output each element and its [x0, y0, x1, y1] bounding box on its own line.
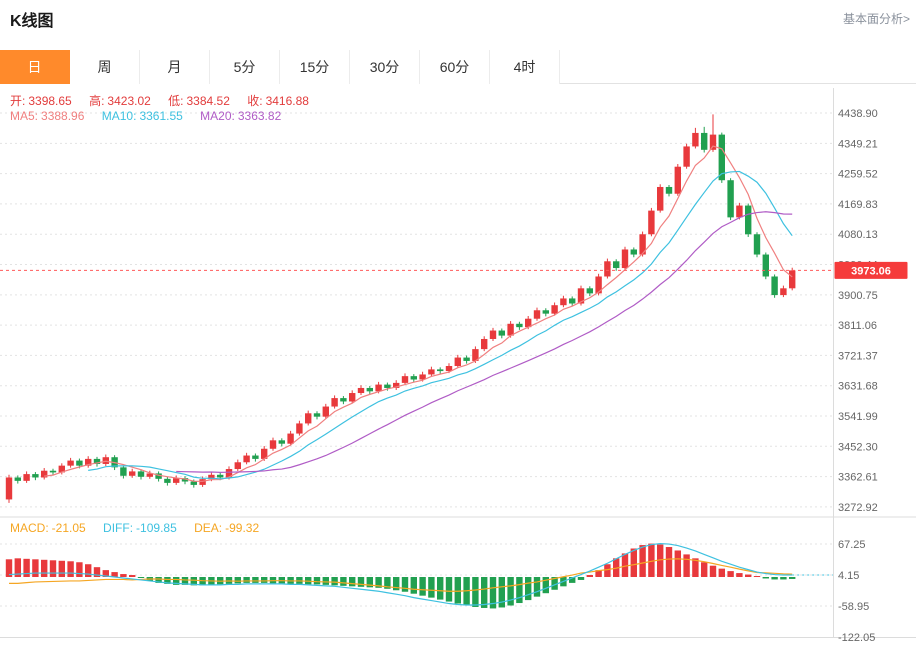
period-tab-5[interactable]: 15分 [280, 50, 350, 84]
svg-text:-122.05: -122.05 [838, 632, 875, 644]
panel-borders [0, 88, 916, 638]
svg-text:4169.83: 4169.83 [838, 199, 878, 211]
period-tabs: 日周月 5分 15分 30分 60分 4时 [0, 50, 916, 84]
period-tab-2[interactable]: 周 [70, 50, 140, 84]
svg-text:3452.30: 3452.30 [838, 441, 878, 453]
svg-text:3631.68: 3631.68 [838, 381, 878, 393]
grid-lines [0, 112, 833, 607]
ma5-line [44, 145, 793, 482]
svg-text:4438.90: 4438.90 [838, 108, 878, 120]
svg-text:3541.99: 3541.99 [838, 411, 878, 423]
svg-text:4349.21: 4349.21 [838, 138, 878, 150]
svg-text:3362.61: 3362.61 [838, 472, 878, 484]
page-title: K线图 [10, 13, 54, 30]
period-tab-4[interactable]: 5分 [210, 50, 280, 84]
y-axis-labels: 4438.904349.214259.524169.834080.133990.… [838, 108, 878, 644]
chart-area: 4438.904349.214259.524169.834080.133990.… [0, 88, 916, 645]
svg-text:3973.06: 3973.06 [851, 265, 891, 277]
ma20-line [176, 211, 793, 473]
macd-panel [5, 542, 833, 609]
svg-text:3272.92: 3272.92 [838, 502, 878, 514]
period-tab-1[interactable]: 日 [0, 50, 70, 84]
svg-text:4259.52: 4259.52 [838, 169, 878, 181]
current-price-line: 3973.06 [0, 261, 908, 279]
svg-text:3721.37: 3721.37 [838, 350, 878, 362]
kline-chart[interactable]: 4438.904349.214259.524169.834080.133990.… [0, 88, 916, 645]
svg-text:-58.95: -58.95 [838, 601, 869, 613]
ma10-line [88, 170, 793, 480]
fundamental-analysis-link[interactable]: 基本面分析> [842, 12, 910, 26]
period-tab-8[interactable]: 4时 [490, 50, 560, 84]
svg-text:4.15: 4.15 [838, 570, 859, 582]
period-tab-7[interactable]: 60分 [420, 50, 490, 84]
svg-text:3811.06: 3811.06 [838, 320, 877, 332]
svg-text:3900.75: 3900.75 [838, 290, 878, 302]
ma-lines [44, 145, 793, 482]
period-tab-3[interactable]: 月 [140, 50, 210, 84]
candles-layer [5, 114, 796, 503]
svg-text:4080.13: 4080.13 [838, 229, 878, 241]
current-price-tag [834, 261, 908, 279]
period-tab-6[interactable]: 30分 [350, 50, 420, 84]
svg-text:67.25: 67.25 [838, 539, 866, 551]
